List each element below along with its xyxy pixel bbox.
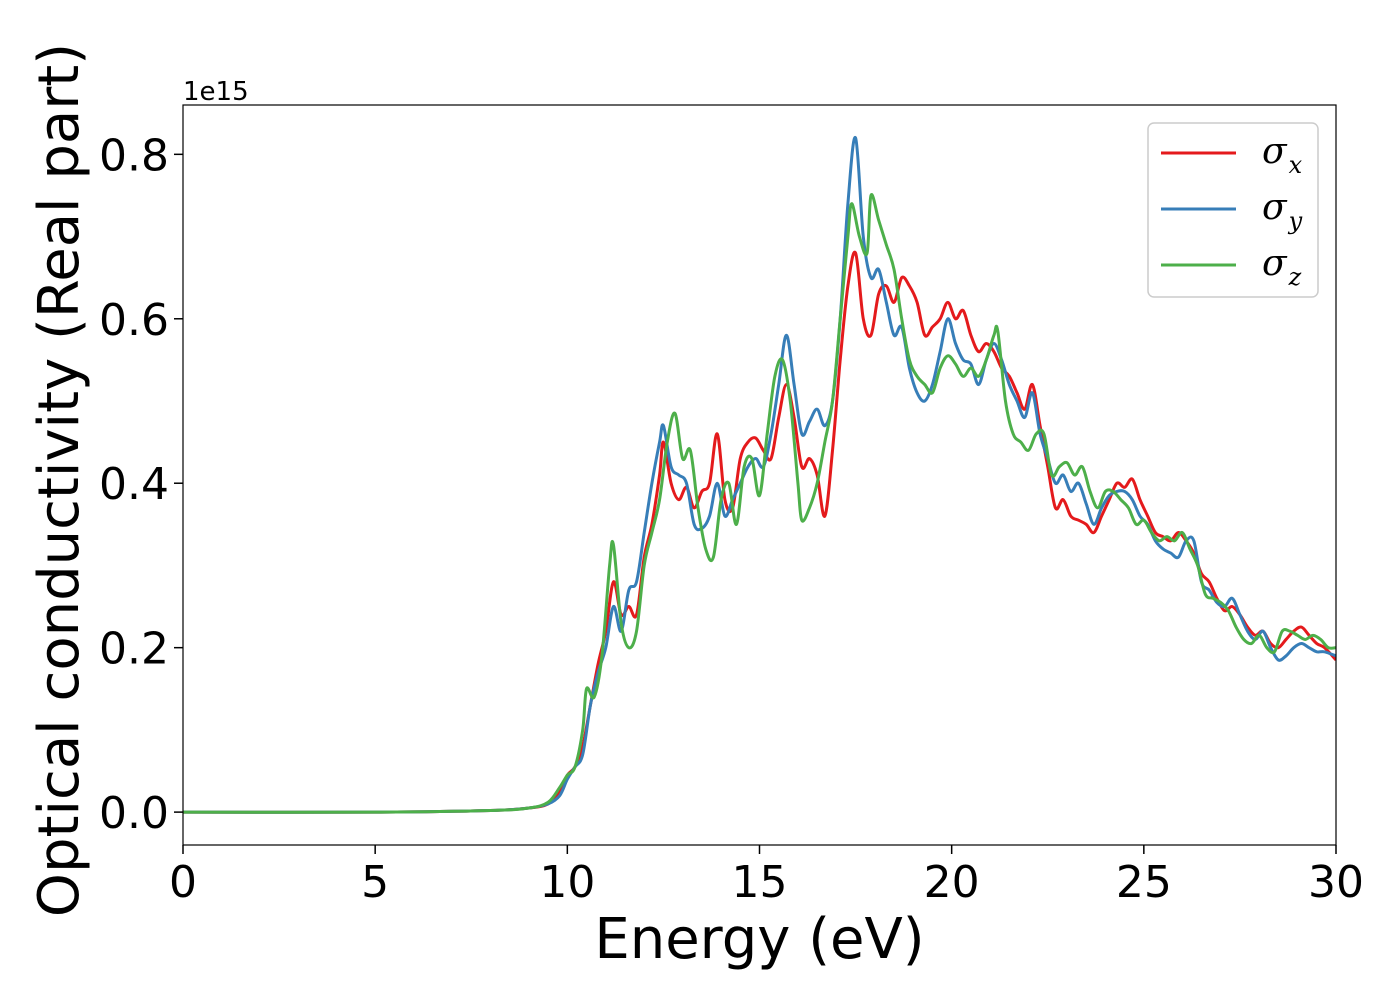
y-tick-label: 0.6 xyxy=(99,295,169,346)
legend-label: σy xyxy=(1262,187,1303,235)
x-axis: 0 5 10 15 20 25 30 xyxy=(169,845,1364,908)
x-tick-label: 25 xyxy=(1116,857,1172,908)
y-tick-label: 0.2 xyxy=(99,624,169,675)
legend-subscript: x xyxy=(1289,151,1303,179)
legend-subscript: y xyxy=(1288,207,1303,235)
series-line-sigma-x xyxy=(183,250,1336,814)
legend-item-sigma-x: σx xyxy=(1161,131,1303,179)
y-tick-label: 0.0 xyxy=(99,788,169,839)
y-tick-label: 0.8 xyxy=(99,130,169,181)
series-line-sigma-y xyxy=(183,136,1336,814)
y-axis-title: Optical conductivity (Real part) xyxy=(27,43,92,917)
x-tick-label: 30 xyxy=(1308,857,1364,908)
x-tick-label: 0 xyxy=(169,857,197,908)
series-line-sigma-z xyxy=(183,193,1336,814)
legend-item-sigma-y: σy xyxy=(1161,187,1303,235)
x-tick-label: 20 xyxy=(924,857,980,908)
legend-subscript: z xyxy=(1288,263,1302,291)
y-axis-offset-label: 1e15 xyxy=(183,77,249,107)
series-layer xyxy=(183,136,1336,814)
legend-label: σx xyxy=(1262,131,1303,179)
x-tick-label: 10 xyxy=(539,857,595,908)
x-tick-label: 15 xyxy=(732,857,788,908)
x-axis-title: Energy (eV) xyxy=(594,907,924,972)
y-tick-label: 0.4 xyxy=(99,459,169,510)
x-tick-label: 5 xyxy=(361,857,389,908)
y-axis: 0.0 0.2 0.4 0.6 0.8 xyxy=(99,130,183,839)
